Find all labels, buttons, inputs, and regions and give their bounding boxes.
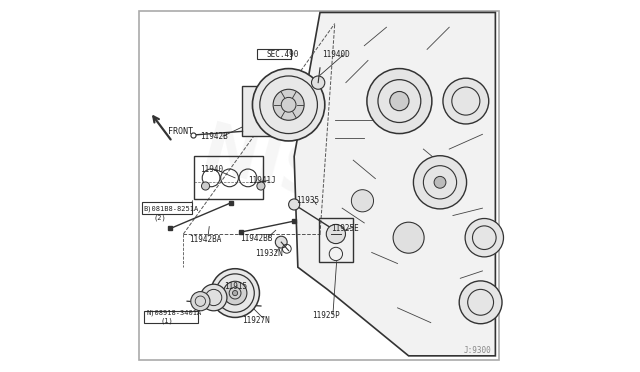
Bar (143, 311, 198, 323)
Circle shape (465, 218, 504, 257)
Circle shape (351, 190, 374, 212)
Circle shape (273, 89, 304, 120)
Circle shape (413, 156, 467, 209)
Circle shape (223, 281, 247, 305)
Bar (319, 218, 353, 262)
Text: 11927N: 11927N (243, 316, 270, 325)
Text: 11941J: 11941J (248, 176, 276, 185)
Bar (257, 49, 291, 59)
Circle shape (312, 76, 324, 89)
Text: 11942BB: 11942BB (241, 234, 273, 243)
Circle shape (257, 182, 265, 190)
Circle shape (459, 281, 502, 324)
Text: J:9300: J:9300 (464, 346, 492, 355)
Circle shape (211, 269, 259, 317)
Text: B)081B8-8251A: B)081B8-8251A (143, 206, 199, 212)
Circle shape (232, 291, 237, 296)
Circle shape (275, 236, 287, 248)
Text: (1): (1) (161, 318, 173, 324)
Text: 11940: 11940 (200, 165, 223, 174)
Text: FRONT: FRONT (168, 127, 193, 136)
Text: NISSAN: NISSAN (195, 118, 483, 254)
Circle shape (200, 284, 227, 311)
Text: N)08918-3401A: N)08918-3401A (147, 309, 202, 315)
Circle shape (289, 199, 300, 210)
Circle shape (326, 224, 346, 244)
Text: 11925E: 11925E (331, 224, 359, 233)
Circle shape (202, 182, 210, 190)
Text: 11940D: 11940D (322, 51, 349, 60)
Text: 11925P: 11925P (312, 311, 340, 320)
Circle shape (191, 292, 210, 311)
Text: 11932N: 11932N (255, 249, 283, 258)
Circle shape (434, 176, 446, 188)
Circle shape (390, 92, 409, 111)
Circle shape (393, 222, 424, 253)
Text: SEC.490: SEC.490 (266, 51, 299, 60)
Bar (142, 202, 192, 214)
Circle shape (367, 68, 432, 134)
Text: (2): (2) (153, 214, 166, 221)
Text: 11942B: 11942B (200, 132, 228, 141)
Text: 11935: 11935 (296, 196, 319, 205)
Bar (243, 86, 296, 136)
Polygon shape (294, 13, 495, 356)
Text: 11915: 11915 (224, 282, 247, 291)
Circle shape (329, 225, 340, 236)
Circle shape (443, 78, 489, 124)
Bar (195, 157, 263, 199)
Circle shape (252, 68, 324, 141)
Text: 11942BA: 11942BA (189, 235, 221, 244)
